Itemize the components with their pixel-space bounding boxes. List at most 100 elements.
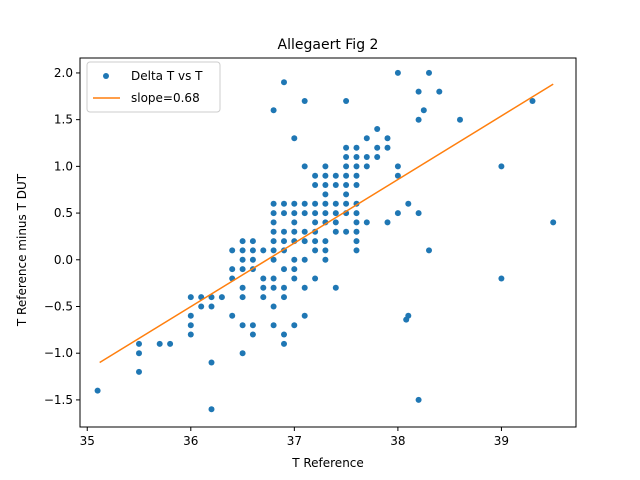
data-point <box>301 228 308 235</box>
data-point <box>332 228 339 235</box>
data-point <box>322 210 329 217</box>
data-point <box>291 322 298 329</box>
data-point <box>322 182 329 188</box>
data-point <box>343 154 350 160</box>
data-point <box>239 256 246 263</box>
data-point <box>312 182 319 188</box>
series-points <box>94 69 557 413</box>
data-point <box>498 275 505 282</box>
y-tick-label: −1.0 <box>44 346 73 360</box>
data-point <box>457 116 463 123</box>
data-point <box>301 200 308 207</box>
x-tick-label: 38 <box>390 434 405 448</box>
y-tick-label: −1.5 <box>44 393 73 407</box>
data-point <box>374 154 381 160</box>
data-point <box>229 247 236 254</box>
data-point <box>291 200 298 207</box>
data-point <box>281 200 287 207</box>
data-point <box>353 163 360 170</box>
data-point <box>322 163 329 170</box>
data-point <box>301 210 308 217</box>
data-point <box>281 284 287 291</box>
data-point <box>394 210 401 217</box>
data-point <box>312 275 319 282</box>
data-point <box>249 256 256 263</box>
data-point <box>281 331 287 338</box>
data-point <box>239 247 246 254</box>
data-point <box>136 350 142 357</box>
data-point <box>270 210 277 217</box>
legend-entry-delta: Delta T vs T <box>131 69 203 83</box>
data-point <box>249 247 256 254</box>
legend-marker-icon <box>103 73 109 79</box>
data-point <box>363 135 370 142</box>
data-point <box>229 266 236 273</box>
y-tick-label: 0.5 <box>54 206 73 220</box>
data-point <box>415 116 422 123</box>
data-point <box>394 163 401 170</box>
y-tick-label: 0.0 <box>54 253 73 267</box>
data-point <box>301 238 308 245</box>
data-point <box>343 98 350 104</box>
data-point <box>374 144 381 151</box>
data-point <box>281 228 287 235</box>
data-point <box>239 350 246 357</box>
data-point <box>187 312 194 319</box>
x-tick-label: 36 <box>183 434 198 448</box>
data-point <box>353 144 360 151</box>
data-point <box>239 322 246 329</box>
data-point <box>301 284 308 291</box>
data-point <box>426 69 432 76</box>
data-point <box>291 275 298 282</box>
data-point <box>249 238 256 245</box>
data-point <box>281 210 287 217</box>
data-point <box>301 98 308 104</box>
data-point <box>322 247 329 254</box>
data-point <box>260 247 267 254</box>
data-point <box>270 256 277 263</box>
data-point <box>332 219 339 226</box>
data-point <box>363 219 370 226</box>
legend-entry-slope: slope=0.68 <box>131 91 200 105</box>
data-point <box>136 368 142 375</box>
data-point <box>312 228 319 235</box>
data-point <box>239 266 246 273</box>
data-point <box>270 284 277 291</box>
legend-box <box>86 61 221 113</box>
data-point <box>270 107 277 114</box>
data-point <box>270 219 277 226</box>
data-point <box>260 275 267 282</box>
data-point <box>281 340 287 347</box>
y-axis-label: T Reference minus T DUT <box>15 173 29 327</box>
data-point <box>363 154 370 160</box>
fit-line <box>99 83 554 364</box>
plot-area <box>79 57 577 428</box>
data-point <box>420 107 427 114</box>
data-point <box>270 275 277 282</box>
data-point <box>322 172 329 179</box>
data-point <box>291 135 298 142</box>
chart-title: Allegaert Fig 2 <box>278 37 379 53</box>
data-point <box>291 256 298 263</box>
data-point <box>291 210 298 217</box>
y-tick-label: 1.0 <box>54 159 73 173</box>
legend: Delta T vs T slope=0.68 <box>86 61 221 113</box>
data-point <box>332 182 339 188</box>
y-tick-label: 2.0 <box>54 66 73 80</box>
data-point <box>498 163 505 170</box>
data-point <box>343 163 350 170</box>
data-point <box>249 322 256 329</box>
data-point <box>291 228 298 235</box>
data-point <box>260 294 267 301</box>
data-point <box>312 172 319 179</box>
data-point <box>550 219 557 226</box>
data-point <box>322 200 329 207</box>
data-point <box>353 182 360 188</box>
data-point <box>332 200 339 207</box>
data-point <box>312 200 319 207</box>
data-point <box>322 191 329 198</box>
x-tick-label: 39 <box>494 434 509 448</box>
data-point <box>415 88 422 95</box>
data-point <box>260 284 267 291</box>
data-point <box>353 247 360 254</box>
